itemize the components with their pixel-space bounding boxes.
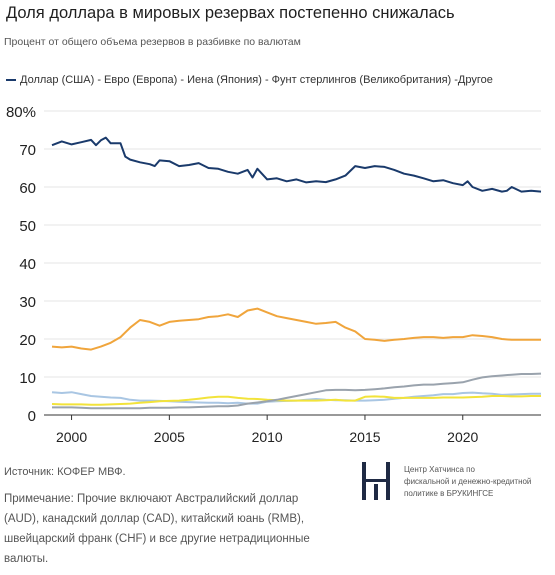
series-line-Другое bbox=[52, 372, 542, 410]
x-tick-label: 2000 bbox=[56, 429, 87, 445]
chart-title: Доля доллара в мировых резервах постепен… bbox=[6, 4, 455, 22]
hutchins-logo-icon bbox=[362, 462, 390, 500]
y-tick-label: 0 bbox=[28, 408, 36, 425]
source-text: Источник: КОФЕР МВФ. bbox=[4, 466, 126, 478]
brand-text: Центр Хатчинса по фискальной и денежно-к… bbox=[404, 465, 532, 498]
legend-swatch-icon bbox=[6, 79, 16, 81]
y-axis-ticks: 0 10 20 30 40 50 60 70 80% bbox=[6, 104, 36, 425]
chart-subtitle: Процент от общего объема резервов в разб… bbox=[4, 36, 301, 48]
x-tick-label: 2015 bbox=[349, 429, 380, 445]
series-line-Евро (Европа) bbox=[51, 307, 541, 351]
y-tick-label: 60 bbox=[19, 180, 36, 197]
y-tick-label: 70 bbox=[19, 142, 36, 159]
grid-lines bbox=[44, 110, 541, 416]
y-tick-label: 10 bbox=[19, 370, 36, 387]
x-tick-label: 2010 bbox=[252, 429, 283, 445]
legend: Доллар (США) - Евро (Европа) - Иена (Япо… bbox=[6, 74, 493, 86]
line-chart: 0 10 20 30 40 50 60 70 80% 2000 2005 2010 2015 2020 bbox=[6, 104, 542, 445]
y-tick-label: 40 bbox=[19, 256, 36, 273]
y-tick-label: 50 bbox=[19, 218, 36, 235]
x-tick-label: 2005 bbox=[154, 429, 185, 445]
x-axis-ticks: 2000 2005 2010 2015 2020 bbox=[56, 415, 479, 445]
y-tick-label: 80% bbox=[6, 104, 36, 121]
y-tick-label: 20 bbox=[19, 332, 36, 349]
series-line-Фунт стерлингов (Великобритания) bbox=[51, 395, 541, 406]
x-tick-label: 2020 bbox=[447, 429, 478, 445]
series-line-Доллар (США) bbox=[51, 136, 542, 193]
legend-text: Доллар (США) - Евро (Европа) - Иена (Япо… bbox=[20, 74, 493, 86]
note-text: Примечание: Прочие включают Австралийски… bbox=[4, 493, 310, 565]
y-tick-label: 30 bbox=[19, 294, 36, 311]
hutchins-center-logo: Центр Хатчинса по фискальной и денежно-к… bbox=[362, 462, 552, 504]
series-lines bbox=[51, 136, 542, 410]
